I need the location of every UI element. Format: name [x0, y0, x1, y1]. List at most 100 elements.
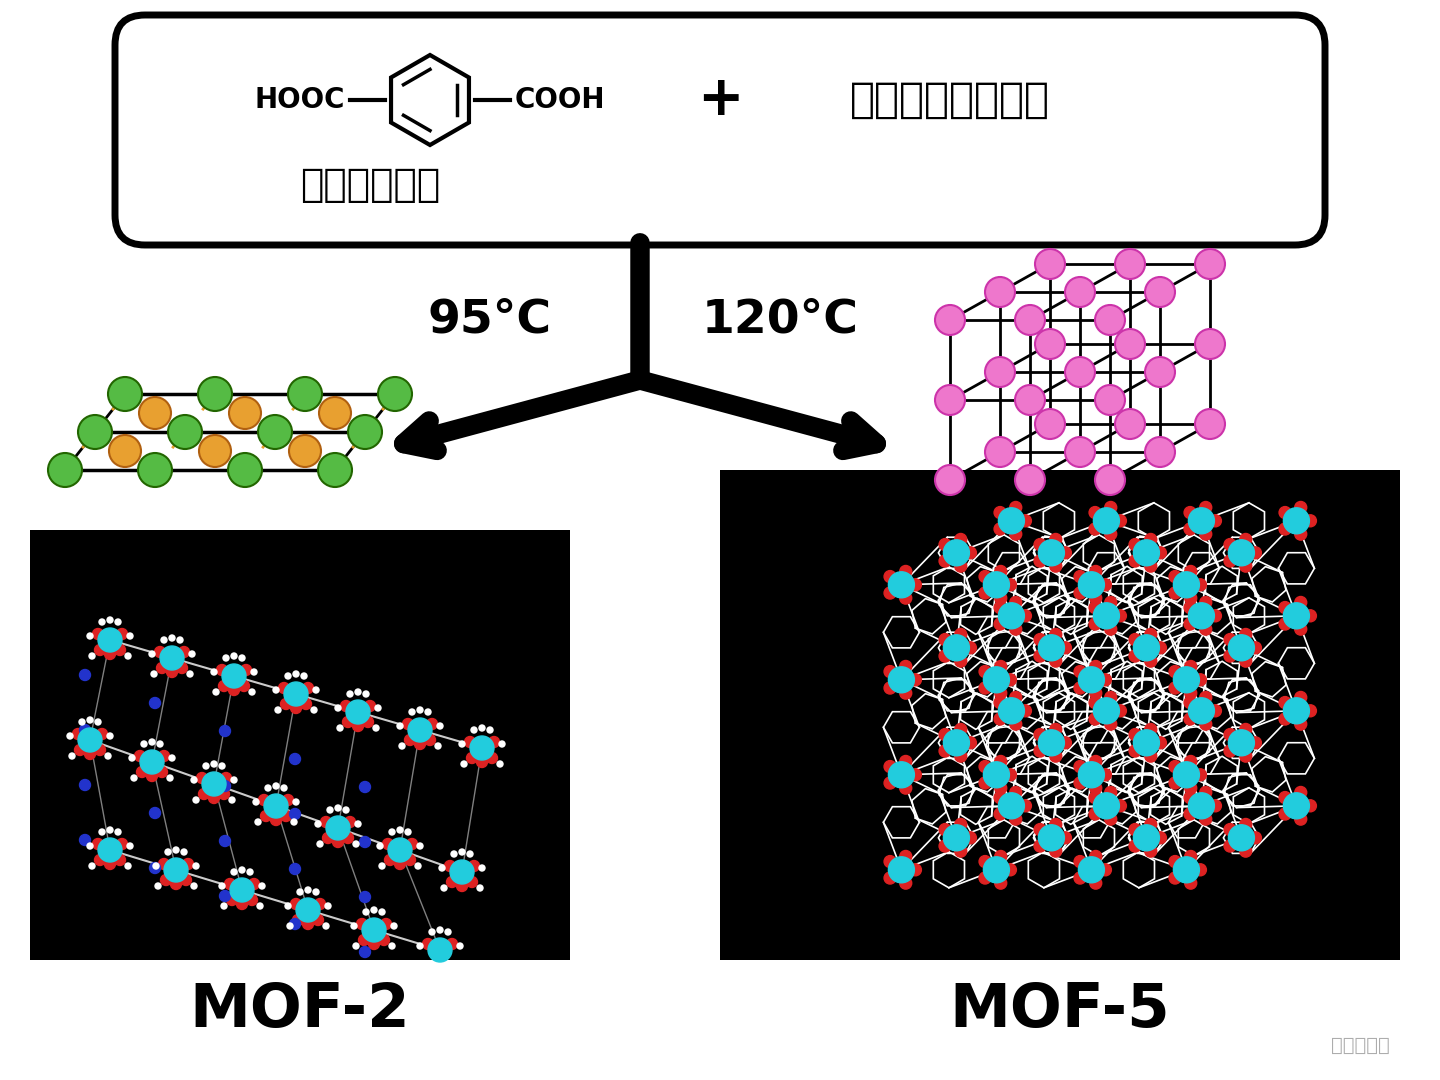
Circle shape: [1034, 650, 1045, 662]
Circle shape: [240, 664, 252, 675]
Circle shape: [939, 634, 950, 646]
Circle shape: [1194, 864, 1207, 876]
Circle shape: [939, 745, 950, 757]
Circle shape: [884, 665, 896, 677]
Circle shape: [1283, 603, 1309, 629]
Circle shape: [1050, 656, 1061, 667]
Circle shape: [193, 863, 199, 869]
Circle shape: [258, 415, 292, 449]
Circle shape: [1240, 656, 1251, 667]
Circle shape: [995, 661, 1007, 673]
Circle shape: [285, 903, 291, 909]
Circle shape: [79, 780, 91, 791]
Circle shape: [984, 761, 1009, 787]
Circle shape: [79, 835, 91, 846]
Circle shape: [888, 571, 914, 598]
Circle shape: [994, 523, 1007, 535]
Circle shape: [456, 880, 468, 891]
Circle shape: [471, 727, 477, 733]
Circle shape: [935, 465, 965, 495]
Circle shape: [161, 637, 167, 643]
Circle shape: [297, 889, 302, 895]
Circle shape: [935, 384, 965, 415]
Circle shape: [1038, 540, 1064, 566]
Circle shape: [1305, 515, 1316, 527]
Circle shape: [192, 777, 197, 783]
Text: MOF-2: MOF-2: [190, 981, 410, 1039]
Circle shape: [1090, 661, 1102, 673]
Circle shape: [305, 887, 311, 893]
Circle shape: [150, 808, 160, 819]
Circle shape: [436, 723, 444, 729]
Circle shape: [154, 647, 166, 658]
Circle shape: [995, 850, 1007, 863]
Circle shape: [168, 755, 176, 761]
Circle shape: [1093, 603, 1119, 629]
Circle shape: [357, 918, 367, 930]
Circle shape: [955, 846, 966, 858]
Circle shape: [239, 680, 249, 691]
Circle shape: [314, 899, 325, 909]
Circle shape: [984, 856, 1009, 882]
Circle shape: [148, 739, 156, 745]
Circle shape: [179, 647, 190, 658]
Circle shape: [979, 872, 991, 885]
Circle shape: [1090, 687, 1102, 699]
Circle shape: [979, 570, 991, 582]
Circle shape: [219, 836, 230, 847]
Circle shape: [435, 743, 441, 750]
Circle shape: [291, 819, 297, 825]
Circle shape: [888, 761, 914, 787]
Circle shape: [1185, 566, 1197, 578]
Circle shape: [99, 619, 105, 625]
Circle shape: [998, 508, 1024, 534]
Circle shape: [287, 923, 292, 929]
Circle shape: [1224, 840, 1236, 852]
Circle shape: [1169, 665, 1181, 677]
Circle shape: [216, 664, 228, 675]
Circle shape: [998, 603, 1024, 629]
Circle shape: [1200, 528, 1211, 540]
Circle shape: [157, 741, 163, 747]
Circle shape: [199, 435, 230, 467]
Circle shape: [900, 592, 912, 604]
Circle shape: [96, 729, 108, 740]
Circle shape: [1129, 539, 1140, 551]
Circle shape: [1185, 850, 1197, 863]
Circle shape: [1090, 877, 1102, 889]
Circle shape: [219, 762, 225, 769]
Circle shape: [226, 894, 238, 905]
Circle shape: [1145, 751, 1156, 762]
Circle shape: [1185, 877, 1197, 889]
Circle shape: [323, 923, 328, 929]
Circle shape: [955, 724, 966, 735]
Circle shape: [209, 793, 219, 804]
Circle shape: [223, 654, 229, 661]
Circle shape: [405, 829, 410, 835]
Circle shape: [979, 760, 991, 772]
Circle shape: [955, 656, 966, 667]
Circle shape: [265, 785, 271, 791]
Circle shape: [1089, 808, 1102, 820]
Circle shape: [140, 750, 164, 774]
Circle shape: [1194, 579, 1207, 591]
Circle shape: [1129, 729, 1140, 741]
Circle shape: [939, 539, 950, 551]
Circle shape: [1066, 357, 1094, 387]
Circle shape: [1188, 603, 1214, 629]
Circle shape: [955, 561, 966, 572]
Circle shape: [167, 775, 173, 781]
Circle shape: [282, 795, 294, 806]
Circle shape: [1250, 546, 1261, 558]
Circle shape: [389, 829, 395, 835]
Circle shape: [884, 570, 896, 582]
Circle shape: [168, 635, 176, 642]
Circle shape: [384, 854, 396, 865]
Circle shape: [115, 619, 121, 625]
Circle shape: [1104, 813, 1117, 825]
Circle shape: [1295, 813, 1306, 825]
Circle shape: [1129, 745, 1140, 757]
Text: +: +: [697, 73, 743, 127]
Circle shape: [164, 858, 189, 882]
Circle shape: [360, 837, 370, 848]
